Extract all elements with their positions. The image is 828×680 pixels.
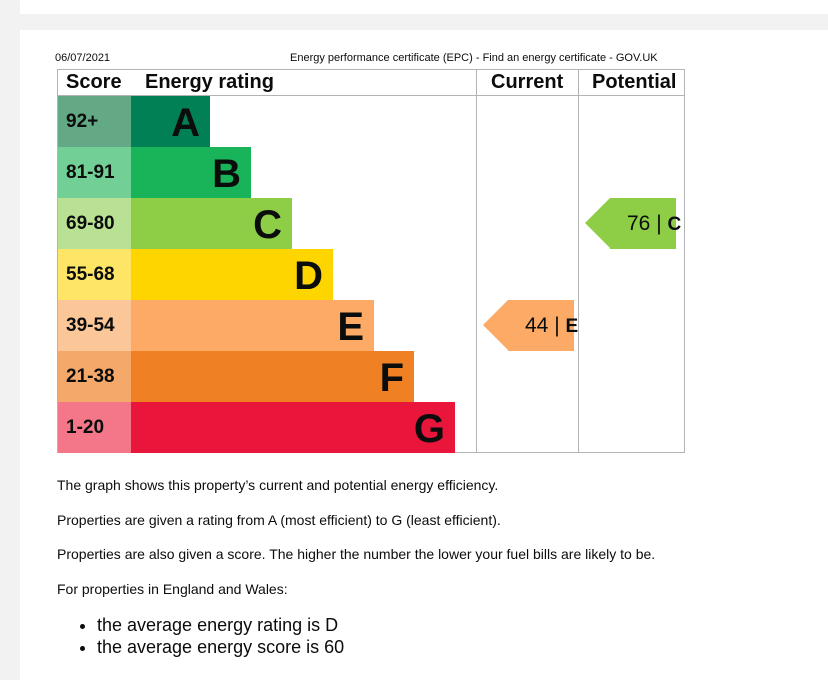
- paragraph-england-wales: For properties in England and Wales:: [57, 581, 288, 597]
- band-score: 21-38: [58, 351, 131, 402]
- band-score: 69-80: [58, 198, 131, 249]
- current-column-divider: [476, 70, 477, 452]
- current-header: Current: [491, 71, 564, 93]
- potential-separator: |: [656, 212, 662, 235]
- band-letter: F: [379, 356, 404, 400]
- current-arrow-tip: [483, 300, 508, 350]
- band-bar: D: [131, 249, 333, 300]
- potential-rating-marker: 76 | C: [585, 198, 681, 249]
- band-bar: C: [131, 198, 292, 249]
- band-bar: F: [131, 351, 414, 402]
- band-score: 81-91: [58, 147, 131, 198]
- potential-column-divider: [578, 70, 579, 452]
- band-bar: B: [131, 147, 251, 198]
- band-bar: E: [131, 300, 374, 351]
- potential-arrow-tip: [585, 198, 610, 248]
- band-letter: B: [212, 152, 241, 196]
- potential-score: 76: [627, 212, 651, 235]
- average-list: the average energy rating is D the avera…: [57, 614, 344, 658]
- paragraph-graph-explanation: The graph shows this property’s current …: [57, 477, 499, 493]
- paragraph-score-info: Properties are also given a score. The h…: [57, 546, 656, 562]
- list-item: the average energy score is 60: [97, 636, 344, 658]
- current-separator: |: [554, 314, 560, 337]
- band-letter: E: [337, 305, 364, 349]
- paragraph-rating-scale: Properties are given a rating from A (mo…: [57, 512, 501, 528]
- score-header: Score: [66, 71, 122, 93]
- band-bar: G: [131, 402, 455, 453]
- band-score: 1-20: [58, 402, 131, 453]
- current-marker-body: 44 | E: [508, 300, 578, 351]
- potential-header: Potential: [592, 71, 677, 93]
- band-letter: A: [171, 101, 200, 145]
- epc-rating-chart: Score Energy rating Current Potential 92…: [57, 69, 685, 453]
- print-header: 06/07/2021 Energy performance certificat…: [55, 51, 658, 65]
- current-score: 44: [525, 314, 549, 337]
- band-bar: A: [131, 96, 210, 147]
- band-letter: C: [253, 203, 282, 247]
- band-score: 92+: [58, 96, 131, 147]
- previous-page-strip: [20, 0, 828, 14]
- band-letter: G: [413, 407, 445, 451]
- band-letter: D: [294, 254, 323, 298]
- print-date: 06/07/2021: [55, 52, 111, 64]
- list-item: the average energy rating is D: [97, 614, 344, 636]
- header-divider: [58, 95, 684, 96]
- print-title: Energy performance certificate (EPC) - F…: [290, 52, 658, 64]
- current-rating-marker: 44 | E: [483, 300, 578, 351]
- current-letter: E: [565, 316, 579, 337]
- band-score: 39-54: [58, 300, 131, 351]
- band-score: 55-68: [58, 249, 131, 300]
- energy-rating-header: Energy rating: [145, 71, 274, 93]
- potential-letter: C: [667, 214, 682, 235]
- printed-page: 06/07/2021 Energy performance certificat…: [20, 30, 828, 680]
- potential-marker-body: 76 | C: [610, 198, 681, 249]
